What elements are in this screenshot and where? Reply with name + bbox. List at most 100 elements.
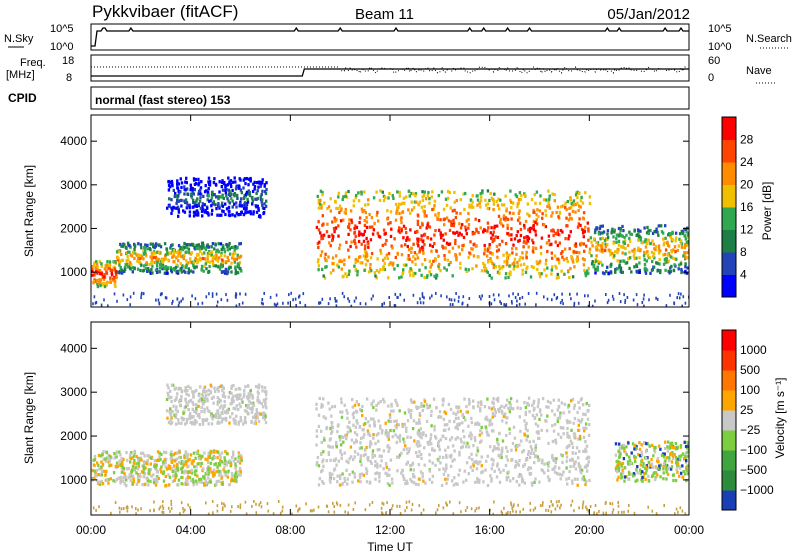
- velocity-echo: [409, 468, 412, 472]
- power-echo: [665, 304, 668, 307]
- power-echo: [570, 217, 573, 221]
- power-echo: [421, 223, 424, 227]
- power-echo: [143, 249, 147, 253]
- velocity-echo: [362, 473, 365, 477]
- power-echo: [107, 280, 110, 285]
- velocity-echo: [484, 417, 487, 421]
- velocity-echo: [133, 459, 136, 463]
- power-echo: [188, 210, 192, 214]
- power-echo: [472, 254, 476, 258]
- velocity-echo: [116, 464, 119, 468]
- power-echo: [208, 183, 212, 187]
- velocity-echo: [317, 464, 321, 468]
- power-echo: [401, 270, 405, 275]
- velocity-echo: [584, 447, 587, 451]
- velocity-echo: [531, 403, 534, 408]
- power-echo: [444, 197, 448, 201]
- velocity-echo: [101, 482, 105, 486]
- velocity-echo: [263, 386, 267, 390]
- power-echo: [96, 268, 99, 272]
- power-echo: [680, 267, 683, 272]
- power-echo: [454, 241, 457, 245]
- velocity-echo: [144, 482, 147, 486]
- power-echo: [190, 192, 193, 196]
- velocity-echo: [627, 477, 630, 481]
- power-echo: [572, 203, 575, 207]
- power-echo: [457, 233, 460, 237]
- velocity-echo: [444, 411, 448, 415]
- velocity-echo: [428, 453, 431, 457]
- power-echo: [565, 208, 568, 212]
- velocity-echo: [140, 458, 143, 462]
- velocity-echo: [97, 453, 101, 457]
- power-echo: [400, 221, 403, 225]
- velocity-echo: [236, 397, 239, 401]
- power-echo: [579, 205, 582, 209]
- power-echo: [656, 230, 659, 234]
- power-echo: [246, 200, 250, 204]
- velocity-echo: [347, 461, 350, 465]
- power-echo: [154, 251, 158, 255]
- power-echo: [389, 234, 393, 238]
- power-echo: [175, 256, 178, 260]
- power-echo: [220, 265, 223, 269]
- velocity-echo: [492, 401, 495, 405]
- velocity-echo: [180, 395, 183, 399]
- power-echo: [590, 262, 594, 266]
- velocity-echo: [413, 400, 416, 404]
- power-echo: [187, 247, 191, 251]
- power-echo: [437, 266, 441, 271]
- velocity-echo: [500, 404, 503, 408]
- velocity-echo: [142, 459, 146, 464]
- power-echo: [447, 219, 451, 223]
- velocity-echo: [398, 504, 401, 508]
- velocity-echo: [479, 460, 482, 464]
- power-echo: [659, 249, 662, 253]
- power-echo: [389, 221, 392, 225]
- velocity-echo: [114, 464, 117, 468]
- power-echo: [253, 185, 257, 189]
- velocity-echo: [499, 470, 502, 474]
- power-echo: [601, 271, 605, 275]
- power-echo: [468, 205, 471, 209]
- velocity-echo: [671, 454, 675, 458]
- power-echo: [327, 205, 331, 209]
- power-echo: [327, 255, 330, 259]
- velocity-echo: [291, 512, 293, 515]
- power-echo: [421, 248, 425, 252]
- velocity-echo: [395, 401, 398, 405]
- velocity-echo: [243, 389, 246, 393]
- power-echo: [391, 194, 394, 198]
- velocity-echo: [184, 462, 188, 466]
- power-echo: [124, 262, 127, 267]
- power-echo: [643, 240, 646, 244]
- power-echo: [577, 208, 580, 213]
- power-echo: [610, 229, 614, 233]
- power-echo: [255, 210, 259, 214]
- velocity-echo: [184, 422, 187, 426]
- power-echo: [518, 216, 521, 220]
- power-echo: [334, 297, 336, 300]
- power-echo: [500, 222, 503, 226]
- velocity-echo: [447, 473, 450, 477]
- velocity-echo: [191, 477, 194, 482]
- velocity-echo: [670, 441, 674, 445]
- power-echo: [521, 268, 524, 272]
- power-echo: [233, 194, 236, 198]
- velocity-echo: [353, 441, 356, 445]
- velocity-echo: [211, 470, 214, 475]
- velocity-echo: [262, 398, 266, 402]
- velocity-echo: [566, 421, 569, 425]
- velocity-echo: [382, 467, 385, 471]
- power-echo: [476, 203, 479, 207]
- velocity-echo: [645, 442, 648, 446]
- power-echo: [545, 198, 548, 202]
- velocity-echo: [205, 389, 208, 394]
- velocity-echo: [397, 455, 401, 459]
- velocity-echo: [528, 471, 531, 475]
- velocity-echo: [480, 439, 483, 443]
- velocity-echo: [397, 423, 400, 427]
- velocity-echo: [232, 459, 235, 463]
- power-echo: [363, 209, 366, 213]
- velocity-echo: [122, 457, 125, 461]
